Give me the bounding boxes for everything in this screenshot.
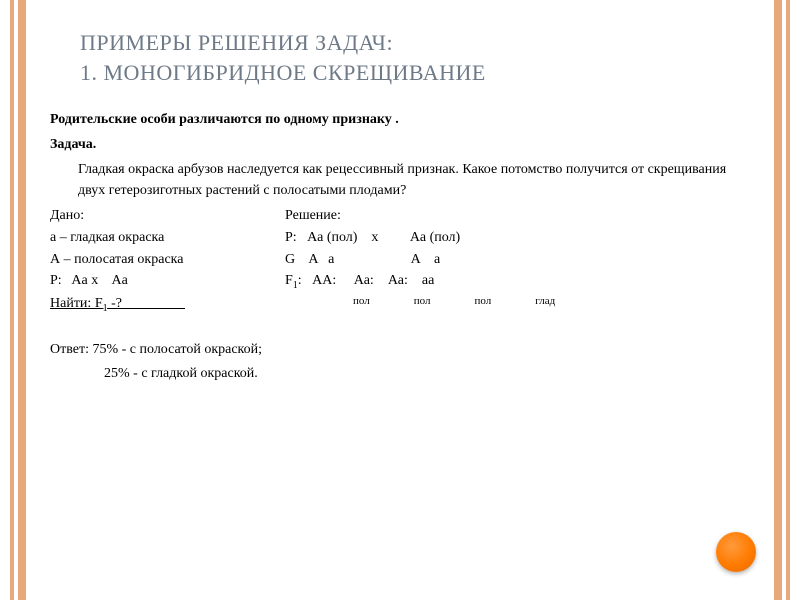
given-row: а – гладкая окраска P: Аа (пол) х Аа (по… <box>50 227 750 249</box>
title-line-2: 1. МОНОГИБРИДНОЕ СКРЕЩИВАНИЕ <box>80 58 750 88</box>
title-line-1: ПРИМЕРЫ РЕШЕНИЯ ЗАДАЧ: <box>80 28 750 58</box>
decor-stripe <box>786 0 790 600</box>
answer-line-1: Ответ: 75% - с полосатой окраской; <box>50 339 750 361</box>
problem-text: Гладкая окраска арбузов наследуется как … <box>50 159 750 202</box>
header-row: Дано: Решение: <box>50 205 750 227</box>
intro-line: Родительские особи различаются по одному… <box>50 109 750 131</box>
phenotype-row: пол пол пол глад <box>285 293 750 316</box>
content-area: ПРИМЕРЫ РЕШЕНИЯ ЗАДАЧ: 1. МОНОГИБРИДНОЕ … <box>50 28 750 388</box>
body-block: Родительские особи различаются по одному… <box>50 109 750 385</box>
given-left: P: Aa x Aa <box>50 270 285 293</box>
given-left: А – полосатая окраска <box>50 249 285 271</box>
given-left: а – гладкая окраска <box>50 227 285 249</box>
phen-label: пол <box>353 293 411 310</box>
find-row: Найти: F1 -? пол пол пол глад <box>50 293 750 316</box>
phen-label: пол <box>414 293 472 310</box>
phen-label: пол <box>475 293 533 310</box>
decor-circle-icon <box>716 532 756 572</box>
given-right: P: Аа (пол) х Аа (пол) <box>285 227 750 249</box>
solution-header: Решение: <box>285 205 750 227</box>
given-row: А – полосатая окраска G A a A a <box>50 249 750 271</box>
find-text: Найти: F1 -? <box>50 293 285 316</box>
answer-line-2: 25% - с гладкой окраской. <box>50 363 750 385</box>
given-header: Дано: <box>50 205 285 227</box>
task-label: Задача. <box>50 134 750 156</box>
phen-label: глад <box>535 293 555 310</box>
decor-stripe <box>18 0 26 600</box>
given-right: F1: АА: Аа: Аа: аа <box>285 270 750 293</box>
title-block: ПРИМЕРЫ РЕШЕНИЯ ЗАДАЧ: 1. МОНОГИБРИДНОЕ … <box>50 28 750 87</box>
decor-stripe <box>10 0 14 600</box>
given-row: P: Aa x Aa F1: АА: Аа: Аа: аа <box>50 270 750 293</box>
slide: ПРИМЕРЫ РЕШЕНИЯ ЗАДАЧ: 1. МОНОГИБРИДНОЕ … <box>0 0 800 600</box>
decor-stripe <box>774 0 782 600</box>
given-right: G A a A a <box>285 249 750 271</box>
